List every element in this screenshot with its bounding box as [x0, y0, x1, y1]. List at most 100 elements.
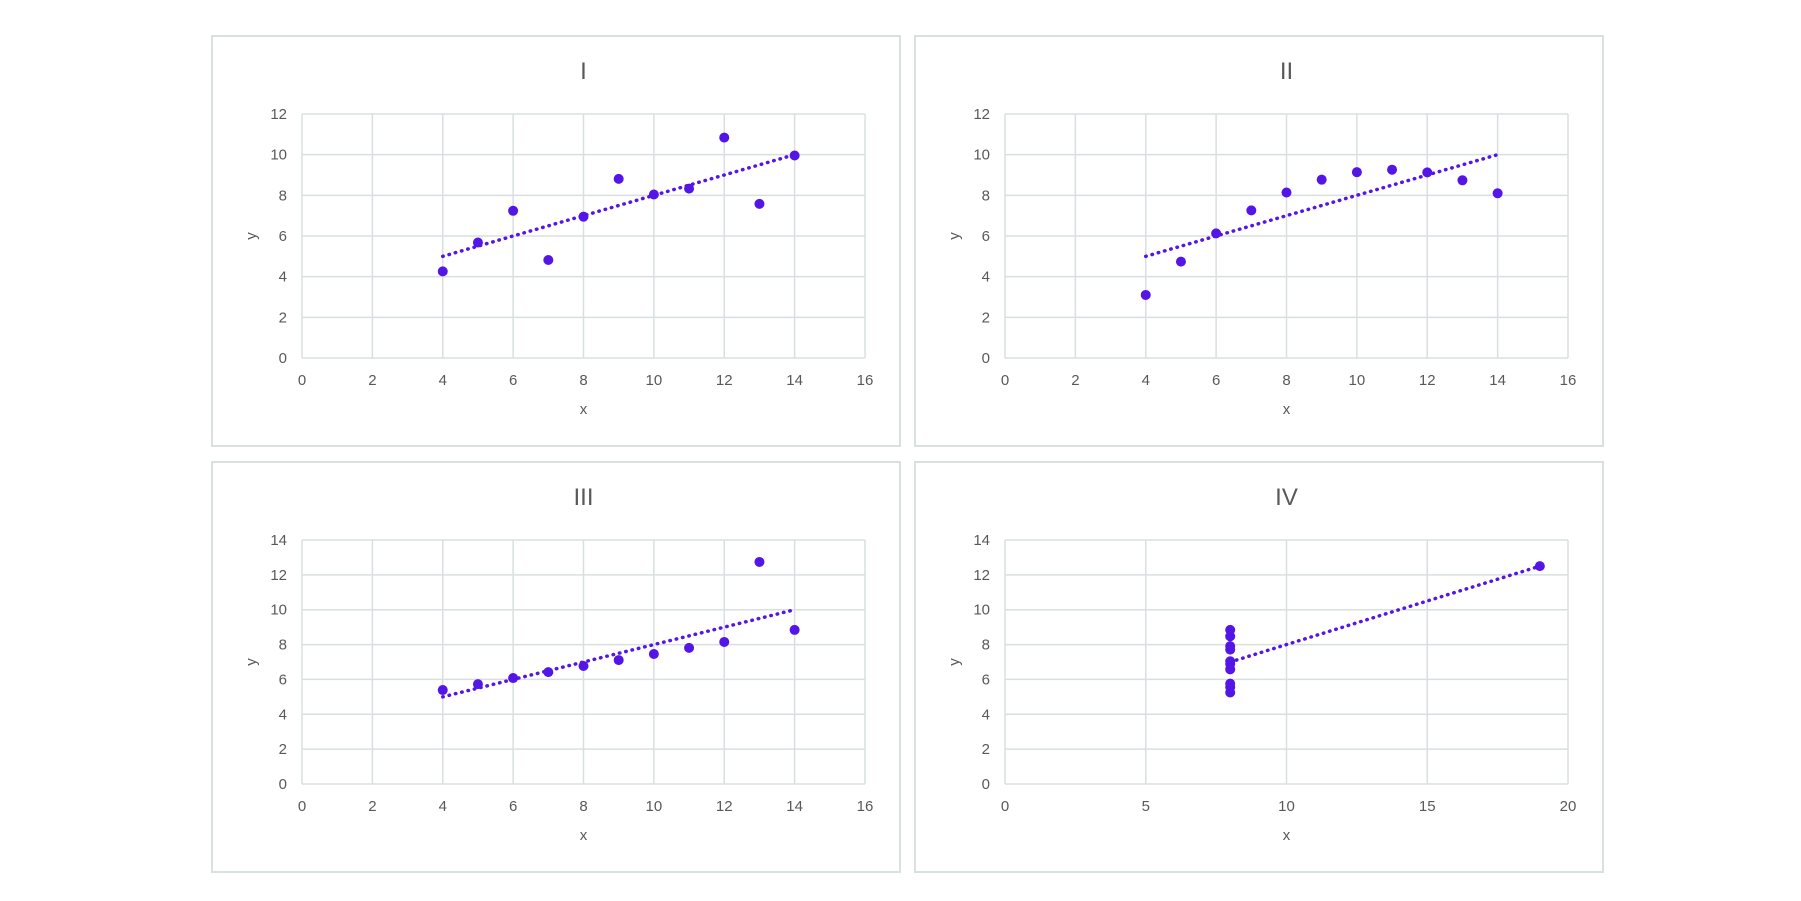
data-point — [543, 254, 554, 265]
y-tick-label: 0 — [982, 776, 990, 793]
y-tick-label: 12 — [270, 106, 287, 123]
data-point — [1246, 205, 1257, 216]
data-point — [472, 679, 483, 690]
data-point — [1457, 175, 1468, 186]
data-point — [719, 132, 730, 143]
data-point — [719, 636, 730, 647]
x-tick-label: 15 — [1419, 798, 1436, 815]
y-tick-label: 14 — [973, 532, 990, 549]
scatter-chart-IV: IV 0 2 4 6 8 10 12 14 0 5 10 15 20 x y — [946, 484, 1577, 844]
x-tick-label: 10 — [1349, 372, 1366, 389]
data-point — [754, 198, 765, 209]
x-axis-label: x — [1283, 827, 1291, 844]
y-tick-label: 0 — [982, 350, 990, 367]
x-tick-label: 2 — [368, 798, 376, 815]
x-tick-label: 14 — [1489, 372, 1506, 389]
data-point — [1387, 164, 1398, 175]
data-point — [437, 685, 448, 696]
x-axis-label: x — [580, 401, 588, 418]
scatter-chart-III: III 0 2 4 6 8 10 12 14 0 2 4 6 8 10 12 14 16 x y — [243, 484, 873, 844]
y-tick-label: 14 — [270, 532, 287, 549]
chart-panel-III: III 0 2 4 6 8 10 12 14 0 2 4 6 8 10 12 14 16 x y — [211, 461, 901, 873]
y-tick-label: 4 — [982, 269, 990, 286]
x-tick-label: 16 — [1560, 372, 1577, 389]
data-point — [648, 648, 659, 659]
chart-title: IV — [1275, 484, 1298, 511]
data-point — [789, 150, 800, 161]
data-point — [684, 642, 695, 653]
data-point — [508, 673, 519, 684]
x-tick-label: 14 — [786, 372, 803, 389]
y-tick-label: 4 — [982, 706, 990, 723]
trendline — [441, 607, 797, 699]
data-point — [1225, 682, 1236, 693]
x-tick-label: 6 — [509, 372, 517, 389]
x-tick-label: 12 — [716, 798, 733, 815]
y-tick-label: 2 — [279, 309, 287, 326]
x-tick-label: 0 — [1001, 372, 1009, 389]
y-tick-label: 8 — [982, 187, 990, 204]
y-tick-label: 6 — [982, 671, 990, 688]
y-tick-label: 10 — [973, 602, 990, 619]
y-tick-label: 6 — [279, 228, 287, 245]
chart-panel-II: II 0 2 4 6 8 10 12 0 2 4 6 8 10 12 14 16 x y — [914, 35, 1604, 447]
data-point — [1225, 631, 1236, 642]
data-point — [1140, 289, 1151, 300]
y-tick-label: 8 — [279, 637, 287, 654]
data-point — [1351, 167, 1362, 178]
data-point — [578, 661, 589, 672]
data-point — [1534, 561, 1545, 572]
y-tick-label: 4 — [279, 269, 287, 286]
y-tick-label: 8 — [982, 637, 990, 654]
data-point — [472, 237, 483, 248]
x-tick-label: 6 — [1212, 372, 1220, 389]
y-tick-label: 2 — [279, 741, 287, 758]
chart-panel-I: I 0 2 4 6 8 10 12 0 2 4 6 8 10 12 14 16 x y — [211, 35, 901, 447]
y-tick-label: 4 — [279, 706, 287, 723]
scatter-chart-I: I 0 2 4 6 8 10 12 0 2 4 6 8 10 12 14 16 x y — [243, 58, 874, 418]
x-tick-label: 6 — [509, 798, 517, 815]
x-tick-label: 10 — [646, 798, 663, 815]
data-point — [1211, 228, 1222, 239]
data-point — [508, 205, 519, 216]
y-axis-label: y — [946, 232, 963, 240]
x-tick-label: 14 — [786, 798, 803, 815]
x-tick-label: 0 — [298, 798, 306, 815]
data-point — [613, 655, 624, 666]
x-axis-label: x — [1283, 401, 1291, 418]
x-tick-label: 12 — [1419, 372, 1436, 389]
x-tick-label: 8 — [579, 798, 587, 815]
y-tick-label: 10 — [270, 147, 287, 164]
data-point — [578, 211, 589, 222]
x-tick-label: 2 — [1071, 372, 1079, 389]
data-point — [613, 173, 624, 184]
x-tick-label: 4 — [1142, 372, 1150, 389]
data-point — [1281, 187, 1292, 198]
y-tick-label: 8 — [279, 187, 287, 204]
trendline — [1228, 564, 1542, 664]
x-tick-label: 20 — [1560, 798, 1577, 815]
data-point — [789, 624, 800, 635]
y-tick-label: 0 — [279, 350, 287, 367]
y-tick-label: 2 — [982, 309, 990, 326]
y-tick-label: 2 — [982, 741, 990, 758]
data-point — [1316, 174, 1327, 185]
x-tick-label: 16 — [857, 372, 874, 389]
y-tick-label: 0 — [279, 776, 287, 793]
y-tick-label: 10 — [973, 147, 990, 164]
chart-panel-IV: IV 0 2 4 6 8 10 12 14 0 5 10 15 20 x y — [914, 461, 1604, 873]
data-point — [1225, 641, 1236, 652]
y-tick-label: 12 — [973, 106, 990, 123]
chart-title: I — [580, 58, 587, 85]
y-axis-label: y — [946, 658, 963, 666]
x-axis-label: x — [580, 827, 588, 844]
data-point — [1225, 658, 1236, 669]
trendline — [1144, 152, 1500, 259]
x-tick-label: 12 — [716, 372, 733, 389]
x-tick-label: 8 — [1282, 372, 1290, 389]
y-tick-label: 6 — [982, 228, 990, 245]
y-axis-label: y — [243, 658, 260, 666]
x-tick-label: 0 — [1001, 798, 1009, 815]
x-tick-label: 4 — [439, 372, 447, 389]
